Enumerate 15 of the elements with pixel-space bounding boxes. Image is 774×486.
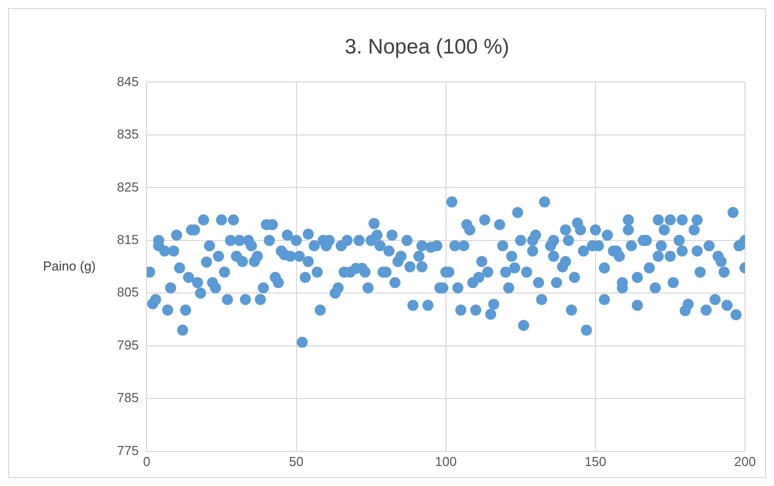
y-tick-label: 775: [116, 442, 139, 458]
x-tick-label: 100: [434, 454, 457, 469]
y-axis-title: Paino (g): [43, 258, 96, 274]
y-tick-label: 845: [116, 74, 139, 89]
x-tick-label: 50: [289, 454, 304, 469]
y-tick-label: 785: [116, 390, 139, 406]
y-tick-label: 815: [116, 232, 139, 248]
y-tick-label: 825: [116, 179, 139, 194]
x-tick-label: 150: [584, 454, 606, 469]
y-tick-label: 805: [116, 284, 139, 300]
chart-title: 3. Nopea (100 %): [344, 35, 510, 58]
x-tick-label: 200: [734, 454, 756, 469]
x-tick-label: 0: [143, 454, 150, 469]
y-tick-label: 835: [116, 126, 139, 142]
y-tick-label: 795: [116, 337, 139, 352]
